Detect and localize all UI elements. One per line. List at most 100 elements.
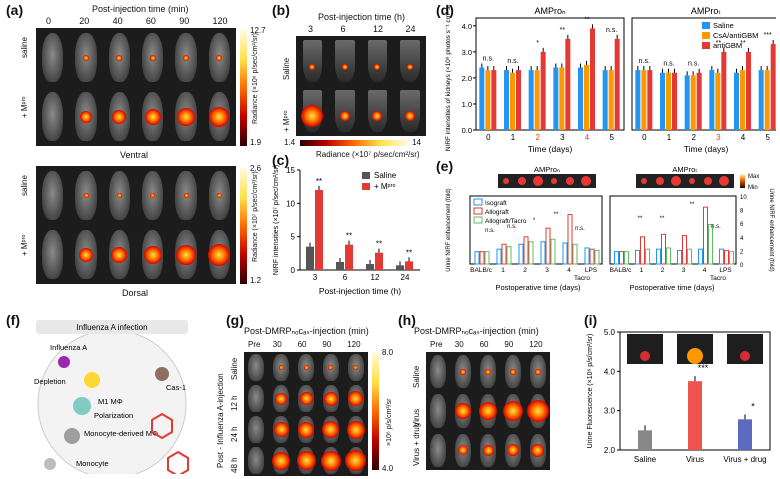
monocyte-label: Monocyte [76, 459, 109, 468]
d-bar [608, 70, 614, 130]
cas1-label: Cas-1 [166, 383, 186, 392]
e-xlabel-right: Postoperative time (days) [629, 283, 715, 292]
d-bar [584, 64, 589, 130]
col-tick: 30 [272, 340, 282, 349]
d-title: AMProₙ [534, 6, 566, 16]
fluorescence-signal [345, 450, 367, 471]
fluorescence-signal [348, 391, 364, 406]
fluorescence-signal [509, 368, 516, 375]
i-bar [738, 419, 752, 450]
e-plot-frame-left [469, 195, 603, 265]
fluorescence-signal [183, 54, 189, 61]
d-sig-label: ** [716, 40, 722, 47]
d-xtick-label: 2 [691, 133, 696, 142]
c-bar [375, 252, 383, 270]
c-sig-label: ** [406, 248, 412, 257]
d-bar [485, 70, 491, 130]
d-legend-swatch [702, 22, 710, 29]
c-xlabel: Post-injection time (h) [319, 286, 401, 296]
d-xlabel: Time (days) [684, 144, 729, 154]
d-bar [578, 67, 583, 130]
panel-a-row-label: saline [20, 175, 29, 196]
panel-a-time-title: Post-injection time (min) [92, 4, 189, 14]
d-xtick-label: 4 [741, 133, 746, 142]
e-right-bar [645, 248, 650, 265]
fluorescence-signal [79, 247, 93, 262]
d-xtick-label: 3 [716, 133, 721, 142]
fluorescence-signal [216, 54, 223, 61]
panel-a-dorsal-images [36, 166, 236, 284]
e-right-bar [724, 249, 729, 265]
e-right-bar [677, 249, 682, 265]
d-sig-label: n.s. [483, 55, 494, 62]
e-strip-title: AMProₙ [534, 166, 560, 174]
fluorescence-signal [83, 193, 89, 198]
m1-macrophage-label: M1 MΦ [98, 397, 123, 406]
d-bar [565, 38, 571, 131]
fluorescence-signal [323, 391, 338, 406]
e-right-xtick-label: 3 [682, 267, 686, 274]
col-tick: 90 [322, 340, 332, 349]
fluorescence-signal [183, 193, 189, 198]
i-xtick-label: Virus + drug [723, 455, 766, 464]
c-xtick-label: 12 [371, 273, 380, 282]
e-right-xtick-label: 4 [703, 267, 707, 274]
e-strip-signal [689, 178, 695, 184]
mouse-image [42, 91, 64, 142]
panel-a-time-axis: 0 20 40 60 90 120 [34, 16, 239, 28]
panel-h-col-axis: Pre 30 60 90 120 [426, 340, 550, 352]
cas1-icon [155, 367, 169, 381]
panel-b-time-axis: 3 6 12 24 [296, 24, 426, 36]
e-left-bar [528, 241, 534, 265]
panel-e-chart: AMProₙ AMProₜ Max Min Isograft Allograft Allog… [446, 166, 774, 292]
c-sig-label: ** [316, 177, 322, 186]
fluorescence-signal [322, 421, 340, 438]
d-legend-label: Saline [713, 21, 734, 30]
mouse-image [430, 394, 447, 428]
tube-signal [372, 111, 383, 121]
d-bar [504, 70, 509, 130]
panel-a-time-tick: 0 [46, 16, 52, 26]
panel-c-chart: 0 5 10 15 3 ** 6 ** 12 ** 24 ** Post-injection time … [273, 165, 420, 296]
polarization-label: Polarization [94, 411, 133, 420]
e-ytick-right: 4 [740, 236, 744, 242]
e-left-bar [523, 236, 529, 265]
mouse-image [430, 355, 447, 389]
col-tick: Pre [430, 340, 443, 349]
e-right-xtick-label: BALB/c [610, 267, 632, 274]
e-ylabel-left: Urine NIRF enhancement (fold) [446, 188, 452, 271]
mouse-image [430, 433, 447, 467]
e-right-bar [624, 251, 629, 265]
col-tick: 120 [529, 340, 543, 349]
panel-a-cbar-bottom-min: 1.2 [250, 276, 262, 285]
d-ytick-label: 2.0 [462, 74, 472, 83]
d-ytick-label: 4.0 [462, 22, 472, 31]
e-left-xtick-label: 4 [567, 267, 571, 274]
e-ytick-right: 6 [740, 222, 744, 228]
fluorescence-signal [80, 110, 92, 123]
i-ytick-label: 2.0 [604, 446, 616, 455]
e-ytick-right: 10 [740, 195, 747, 201]
e-left-bar [550, 238, 556, 265]
panel-g-colorbar [372, 352, 379, 470]
urine-tube [335, 40, 355, 82]
tube-signal [339, 111, 350, 121]
fluorescence-signal [216, 193, 222, 198]
panel-a-time-tick: 20 [79, 16, 90, 26]
d-bar [758, 70, 764, 130]
d-xtick-label: 1 [667, 133, 672, 142]
panel-i-label: (i) [584, 312, 598, 328]
d-sig-label: n.s. [688, 61, 699, 68]
fluorescence-signal [502, 401, 523, 421]
e-strip-signal [719, 176, 729, 186]
mouse-image [248, 416, 265, 443]
monocyte-icon [44, 458, 56, 470]
panel-a-row-label: + Mᵖʳᵒ [20, 96, 29, 118]
panel-b-row-mpro: + Mᵖʳᵒ [282, 110, 291, 132]
i-sig-label: *** [698, 363, 709, 373]
d-legend-swatch [702, 42, 710, 49]
fluorescence-signal [143, 245, 162, 264]
fluorescence-signal [296, 451, 316, 470]
d-bar [709, 70, 715, 130]
e-left-xtick-label: BALB/c [470, 267, 492, 274]
